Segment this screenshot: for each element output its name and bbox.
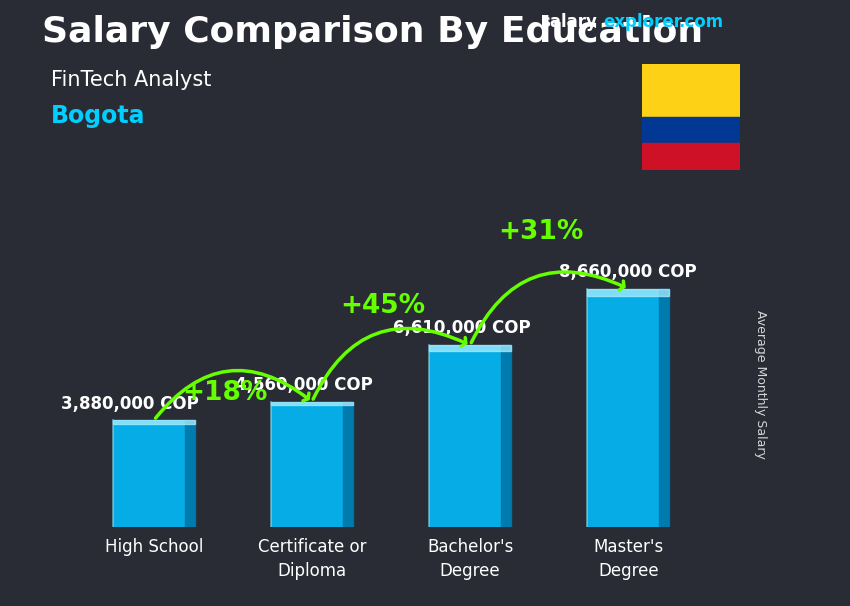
Bar (660, 288, 669, 527)
Text: .com: .com (678, 13, 723, 32)
Text: salary: salary (540, 13, 597, 32)
Text: explorer: explorer (604, 13, 683, 32)
Text: +45%: +45% (341, 293, 426, 319)
Bar (343, 402, 353, 527)
Bar (642, 143, 740, 170)
Text: 6,610,000 COP: 6,610,000 COP (394, 319, 531, 338)
Bar (113, 421, 195, 424)
Bar (271, 402, 353, 405)
Text: Average Monthly Salary: Average Monthly Salary (754, 310, 768, 459)
Text: +18%: +18% (182, 380, 268, 406)
Bar (429, 345, 511, 527)
Bar (502, 345, 511, 527)
Bar (429, 345, 511, 351)
Bar (587, 288, 669, 527)
Bar (185, 421, 195, 527)
Bar (587, 288, 669, 296)
Text: +31%: +31% (499, 219, 584, 245)
Text: 3,880,000 COP: 3,880,000 COP (61, 395, 199, 413)
Bar (271, 402, 353, 527)
Bar (642, 64, 740, 116)
Text: Bogota: Bogota (51, 104, 145, 128)
Text: 8,660,000 COP: 8,660,000 COP (559, 263, 697, 281)
Text: FinTech Analyst: FinTech Analyst (51, 70, 212, 90)
Bar (113, 421, 195, 527)
Bar (642, 116, 740, 143)
Text: Salary Comparison By Education: Salary Comparison By Education (42, 15, 704, 49)
Text: 4,560,000 COP: 4,560,000 COP (235, 376, 373, 394)
